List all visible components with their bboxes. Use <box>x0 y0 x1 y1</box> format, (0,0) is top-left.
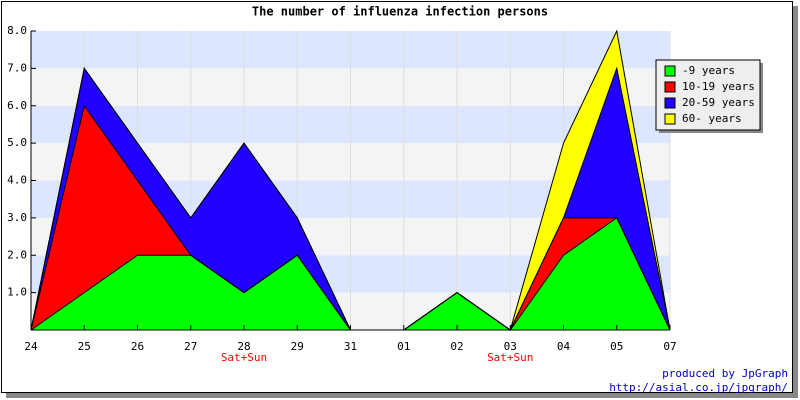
area <box>31 68 670 330</box>
x-tick-label: 25 <box>78 340 91 353</box>
legend-swatch <box>664 113 676 125</box>
annotation: Sat+Sun <box>221 351 267 364</box>
x-tick-label: 27 <box>184 340 197 353</box>
x-tick-label: 01 <box>397 340 410 353</box>
legend-label: 60- years <box>682 112 742 125</box>
legend-swatch <box>664 81 676 93</box>
y-tick-label: 5.0 <box>7 136 27 149</box>
credit: http://asial.co.jp/jpgraph/ <box>609 381 788 394</box>
y-tick-label: 1.0 <box>7 286 27 299</box>
x-tick-label: 29 <box>291 340 304 353</box>
y-tick-label: 7.0 <box>7 61 27 74</box>
annotation: Sat+Sun <box>487 351 533 364</box>
chart-title: The number of influenza infection person… <box>252 5 548 19</box>
credit: produced by JpGraph <box>662 367 788 380</box>
x-tick-label: 02 <box>450 340 463 353</box>
y-tick-label: 2.0 <box>7 248 27 261</box>
legend-swatch <box>664 65 676 77</box>
y-tick-label: 3.0 <box>7 211 27 224</box>
area <box>31 217 670 330</box>
x-tick-label: 26 <box>131 340 144 353</box>
x-tick-label: 31 <box>344 340 357 353</box>
x-tick-label: 04 <box>557 340 571 353</box>
y-tick-label: 4.0 <box>7 174 27 187</box>
x-tick-label: 24 <box>24 340 38 353</box>
area <box>31 105 670 330</box>
x-tick-label: 05 <box>610 340 623 353</box>
legend-swatch <box>664 97 676 109</box>
y-tick-label: 6.0 <box>7 99 27 112</box>
x-tick-label: 28 <box>237 340 250 353</box>
x-tick-label: 03 <box>504 340 517 353</box>
y-tick-label: 8.0 <box>7 24 27 37</box>
legend-label: -9 years <box>682 64 735 77</box>
x-tick-label: 07 <box>663 340 676 353</box>
legend-label: 10-19 years <box>682 80 755 93</box>
area <box>31 31 670 330</box>
legend-label: 20-59 years <box>682 96 755 109</box>
